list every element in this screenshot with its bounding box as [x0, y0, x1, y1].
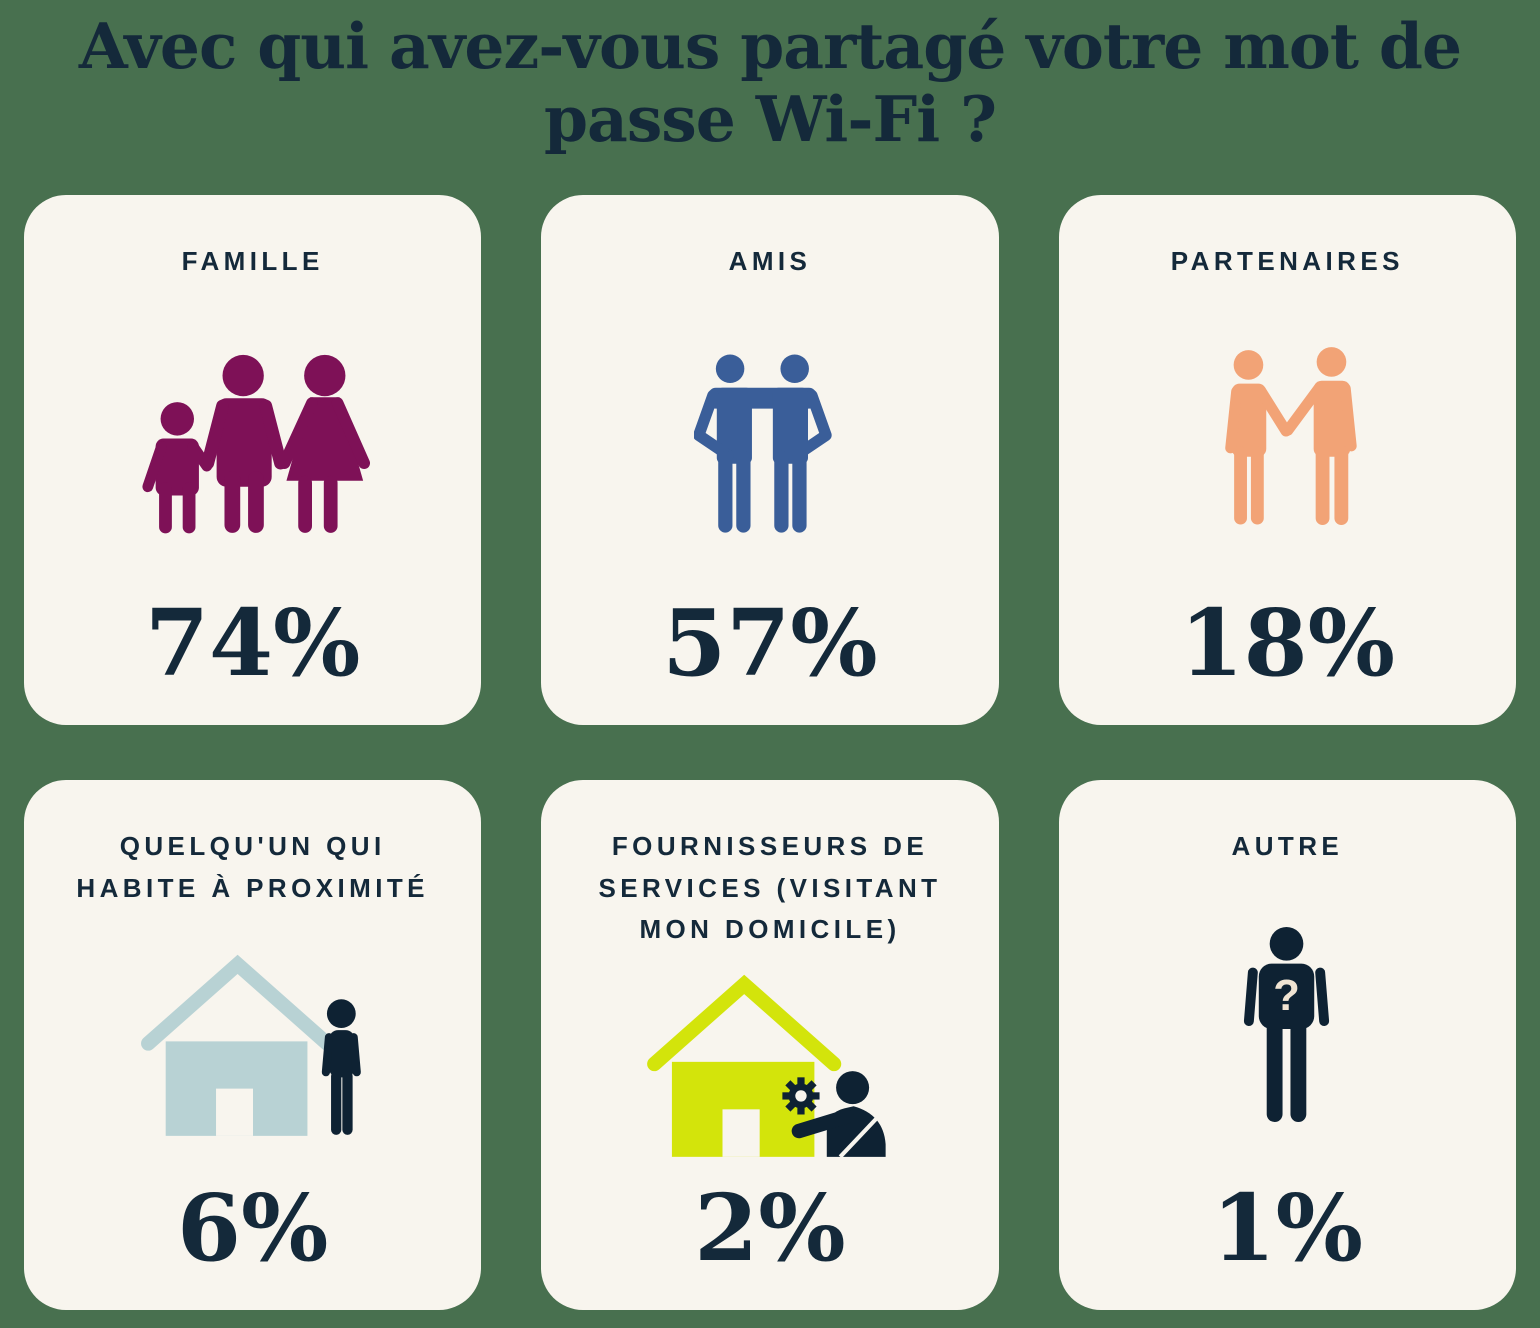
stat-card-famille: FAMILLE	[24, 195, 482, 725]
percentage-value: 6%	[176, 1174, 329, 1282]
card-label: PARTENAIRES	[1170, 246, 1404, 276]
house-door	[215, 1088, 253, 1136]
stat-card-amis: AMIS	[541, 195, 999, 725]
family-icon	[142, 355, 370, 534]
other-person-icon: ?	[1243, 926, 1329, 1122]
service-provider-house-icon	[647, 974, 886, 1159]
partners-icon	[1225, 346, 1357, 525]
house-door	[722, 1109, 760, 1157]
percentage-value: 74%	[144, 589, 361, 697]
question-mark: ?	[1273, 972, 1300, 1020]
stats-grid: FAMILLE	[24, 195, 1516, 1310]
stat-card-fournisseurs: FOURNISSEURS DE SERVICES (VISITANT MON D…	[541, 780, 999, 1310]
house-roof	[647, 974, 842, 1072]
house-roof	[140, 954, 334, 1051]
percentage-value: 57%	[662, 589, 878, 697]
percentage-value: 1%	[1211, 1174, 1364, 1282]
card-label: FOURNISSEURS DE SERVICES (VISITANT MON D…	[598, 831, 942, 945]
card-label: AUTRE	[1231, 831, 1344, 861]
card-label: FAMILLE	[181, 246, 324, 276]
page-title: Avec qui avez-vous partagé votre mot de …	[78, 9, 1462, 157]
card-label: QUELQU'UN QUI HABITE À PROXIMITÉ	[76, 831, 429, 903]
gear-icon	[782, 1077, 820, 1115]
arm-separator	[838, 1117, 878, 1159]
percentage-value: 2%	[694, 1174, 846, 1282]
percentage-value: 18%	[1179, 589, 1396, 697]
technician-figure	[791, 1071, 886, 1157]
person-figure	[321, 998, 361, 1135]
neighbor-house-icon	[140, 954, 361, 1136]
stat-card-autre: AUTRE ? 1%	[1058, 780, 1516, 1310]
friends-icon	[693, 354, 832, 533]
card-label: AMIS	[728, 246, 812, 276]
stat-card-partenaires: PARTENAIRES	[1058, 195, 1516, 725]
stat-card-proximite: QUELQU'UN QUI HABITE À PROXIMITÉ	[24, 780, 482, 1310]
